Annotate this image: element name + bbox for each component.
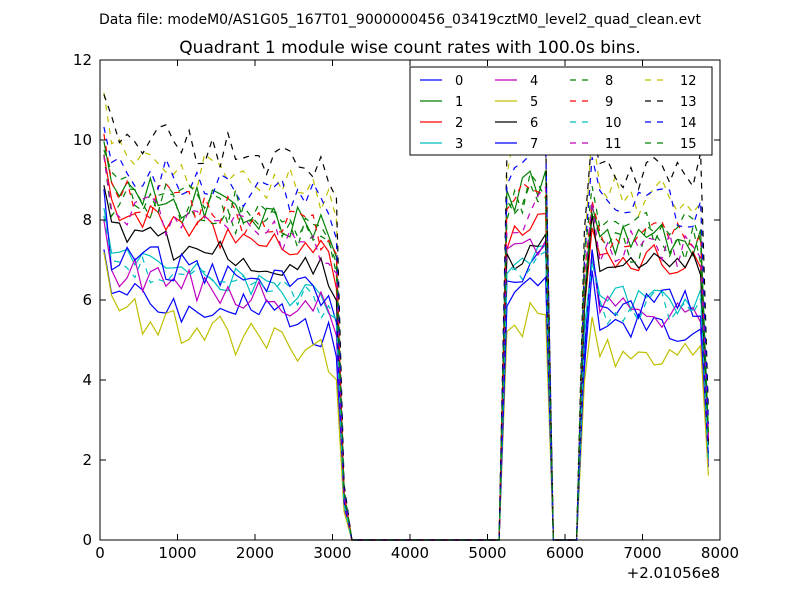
legend-label-4: 4	[530, 74, 538, 89]
y-tick-label: 6	[82, 291, 92, 309]
x-tick-label: 2000	[236, 544, 274, 562]
legend-label-13: 13	[680, 95, 697, 110]
legend-label-11: 11	[605, 137, 622, 152]
x-tick-label: 8000	[701, 544, 739, 562]
legend-label-6: 6	[530, 116, 538, 131]
legend-box	[409, 66, 713, 156]
y-tick-label: 4	[82, 371, 92, 389]
legend-label-3: 3	[455, 137, 463, 152]
series-1-line	[103, 141, 709, 541]
y-tick-label: 0	[82, 531, 92, 549]
legend-label-7: 7	[530, 137, 538, 152]
legend-label-0: 0	[455, 74, 463, 89]
series-13-line	[103, 94, 709, 541]
x-tick-label: 3000	[313, 544, 351, 562]
series-15-line	[103, 149, 709, 541]
series-5-line	[103, 252, 709, 541]
series-8-line	[103, 155, 709, 541]
legend-label-14: 14	[680, 116, 697, 131]
legend-label-2: 2	[455, 116, 463, 131]
legend-label-15: 15	[680, 137, 697, 152]
x-tick-label: 7000	[623, 544, 661, 562]
x-offset-label: +2.01056e8	[627, 564, 720, 582]
series-12-line	[103, 92, 709, 541]
series-layer	[103, 92, 709, 541]
y-tick-label: 12	[73, 51, 92, 69]
y-tick-label: 2	[82, 451, 92, 469]
legend-label-8: 8	[605, 74, 613, 89]
legend-label-9: 9	[605, 95, 613, 110]
series-2-line	[103, 154, 709, 541]
legend-label-12: 12	[680, 74, 697, 89]
legend-label-1: 1	[455, 95, 463, 110]
series-0-line	[103, 242, 709, 541]
datafile-label: Data file: modeM0/AS1G05_167T01_90000004…	[99, 12, 701, 28]
y-tick-label: 8	[82, 211, 92, 229]
x-tick-label: 0	[95, 544, 105, 562]
series-4-line	[103, 220, 709, 541]
x-tick-label: 6000	[546, 544, 584, 562]
x-tick-label: 5000	[468, 544, 506, 562]
axes-layer: 0 1000 2000 3000 4000 5000 6000 7000 80000246810…	[73, 51, 739, 562]
chart-title: Quadrant 1 module wise count rates with …	[179, 38, 640, 58]
x-tick-label: 4000	[391, 544, 429, 562]
series-3-line	[103, 207, 709, 541]
legend-label-10: 10	[605, 116, 622, 131]
x-tick-label: 1000	[158, 544, 196, 562]
legend-label-5: 5	[530, 95, 538, 110]
series-14-line	[103, 126, 709, 541]
y-tick-label: 10	[73, 131, 92, 149]
